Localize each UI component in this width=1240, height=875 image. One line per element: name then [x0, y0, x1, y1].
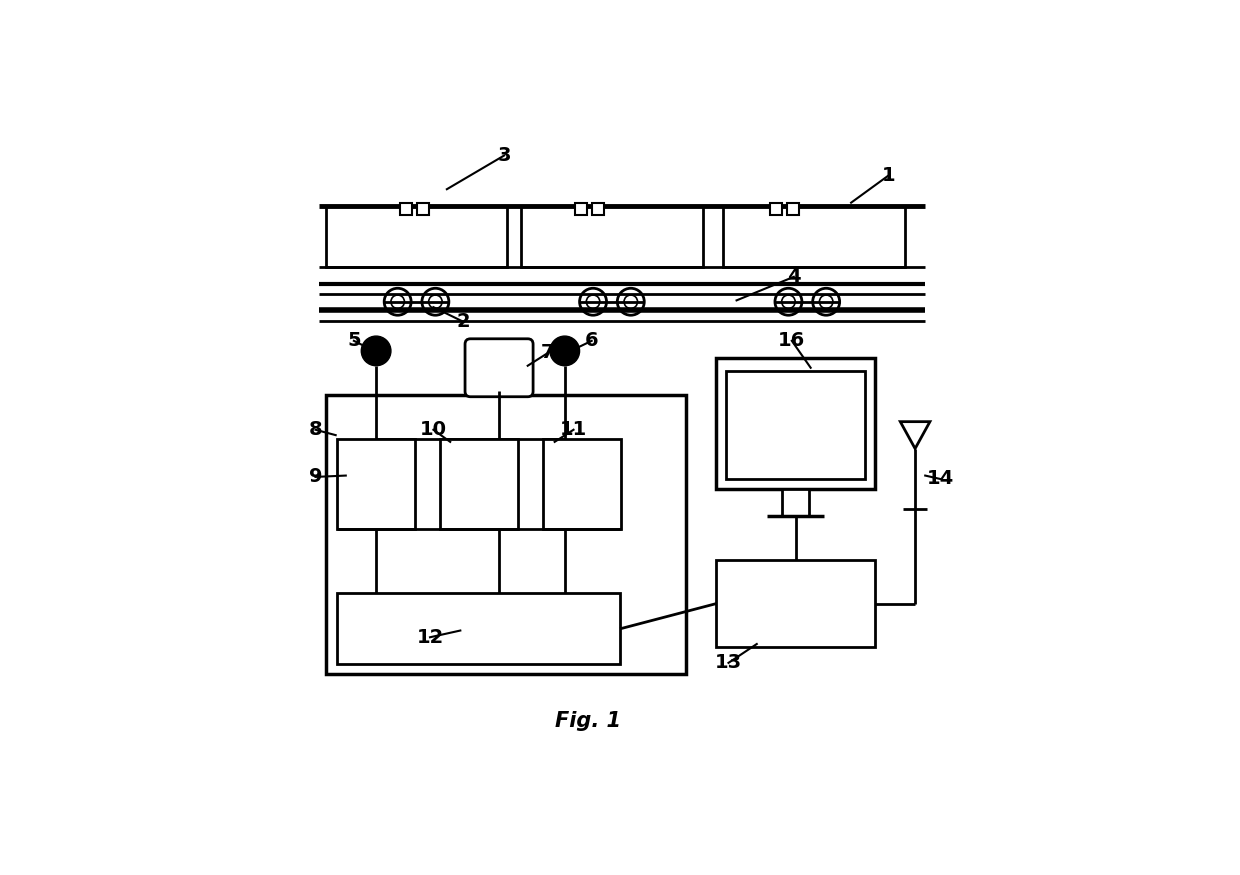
Bar: [787, 203, 800, 215]
Text: 6: 6: [585, 332, 599, 350]
Text: 8: 8: [309, 420, 322, 439]
Bar: [399, 203, 412, 215]
Text: 3: 3: [497, 146, 511, 165]
Bar: [591, 203, 604, 215]
Circle shape: [361, 336, 391, 366]
Text: 11: 11: [560, 420, 588, 439]
Bar: [717, 560, 874, 648]
Bar: [337, 593, 620, 664]
Bar: [770, 203, 782, 215]
Text: 1: 1: [882, 166, 895, 186]
Text: 10: 10: [420, 420, 446, 439]
Bar: [723, 206, 905, 267]
Text: 13: 13: [715, 654, 742, 672]
FancyBboxPatch shape: [465, 339, 533, 396]
Text: 12: 12: [417, 627, 444, 647]
Bar: [717, 358, 874, 489]
Bar: [440, 438, 517, 529]
Bar: [326, 206, 507, 267]
Bar: [727, 371, 864, 479]
Bar: [521, 206, 703, 267]
Bar: [417, 203, 429, 215]
Text: 2: 2: [456, 312, 470, 332]
Circle shape: [549, 336, 579, 366]
Bar: [782, 489, 810, 516]
Bar: [543, 438, 621, 529]
Text: 7: 7: [541, 344, 554, 362]
Bar: [337, 438, 414, 529]
Text: 9: 9: [309, 467, 322, 486]
Bar: [326, 395, 686, 675]
Bar: [575, 203, 587, 215]
Text: Fig. 1: Fig. 1: [556, 711, 621, 732]
Text: 5: 5: [347, 332, 361, 350]
Text: 14: 14: [926, 469, 954, 488]
Text: 16: 16: [779, 332, 806, 350]
Text: 4: 4: [787, 267, 801, 286]
